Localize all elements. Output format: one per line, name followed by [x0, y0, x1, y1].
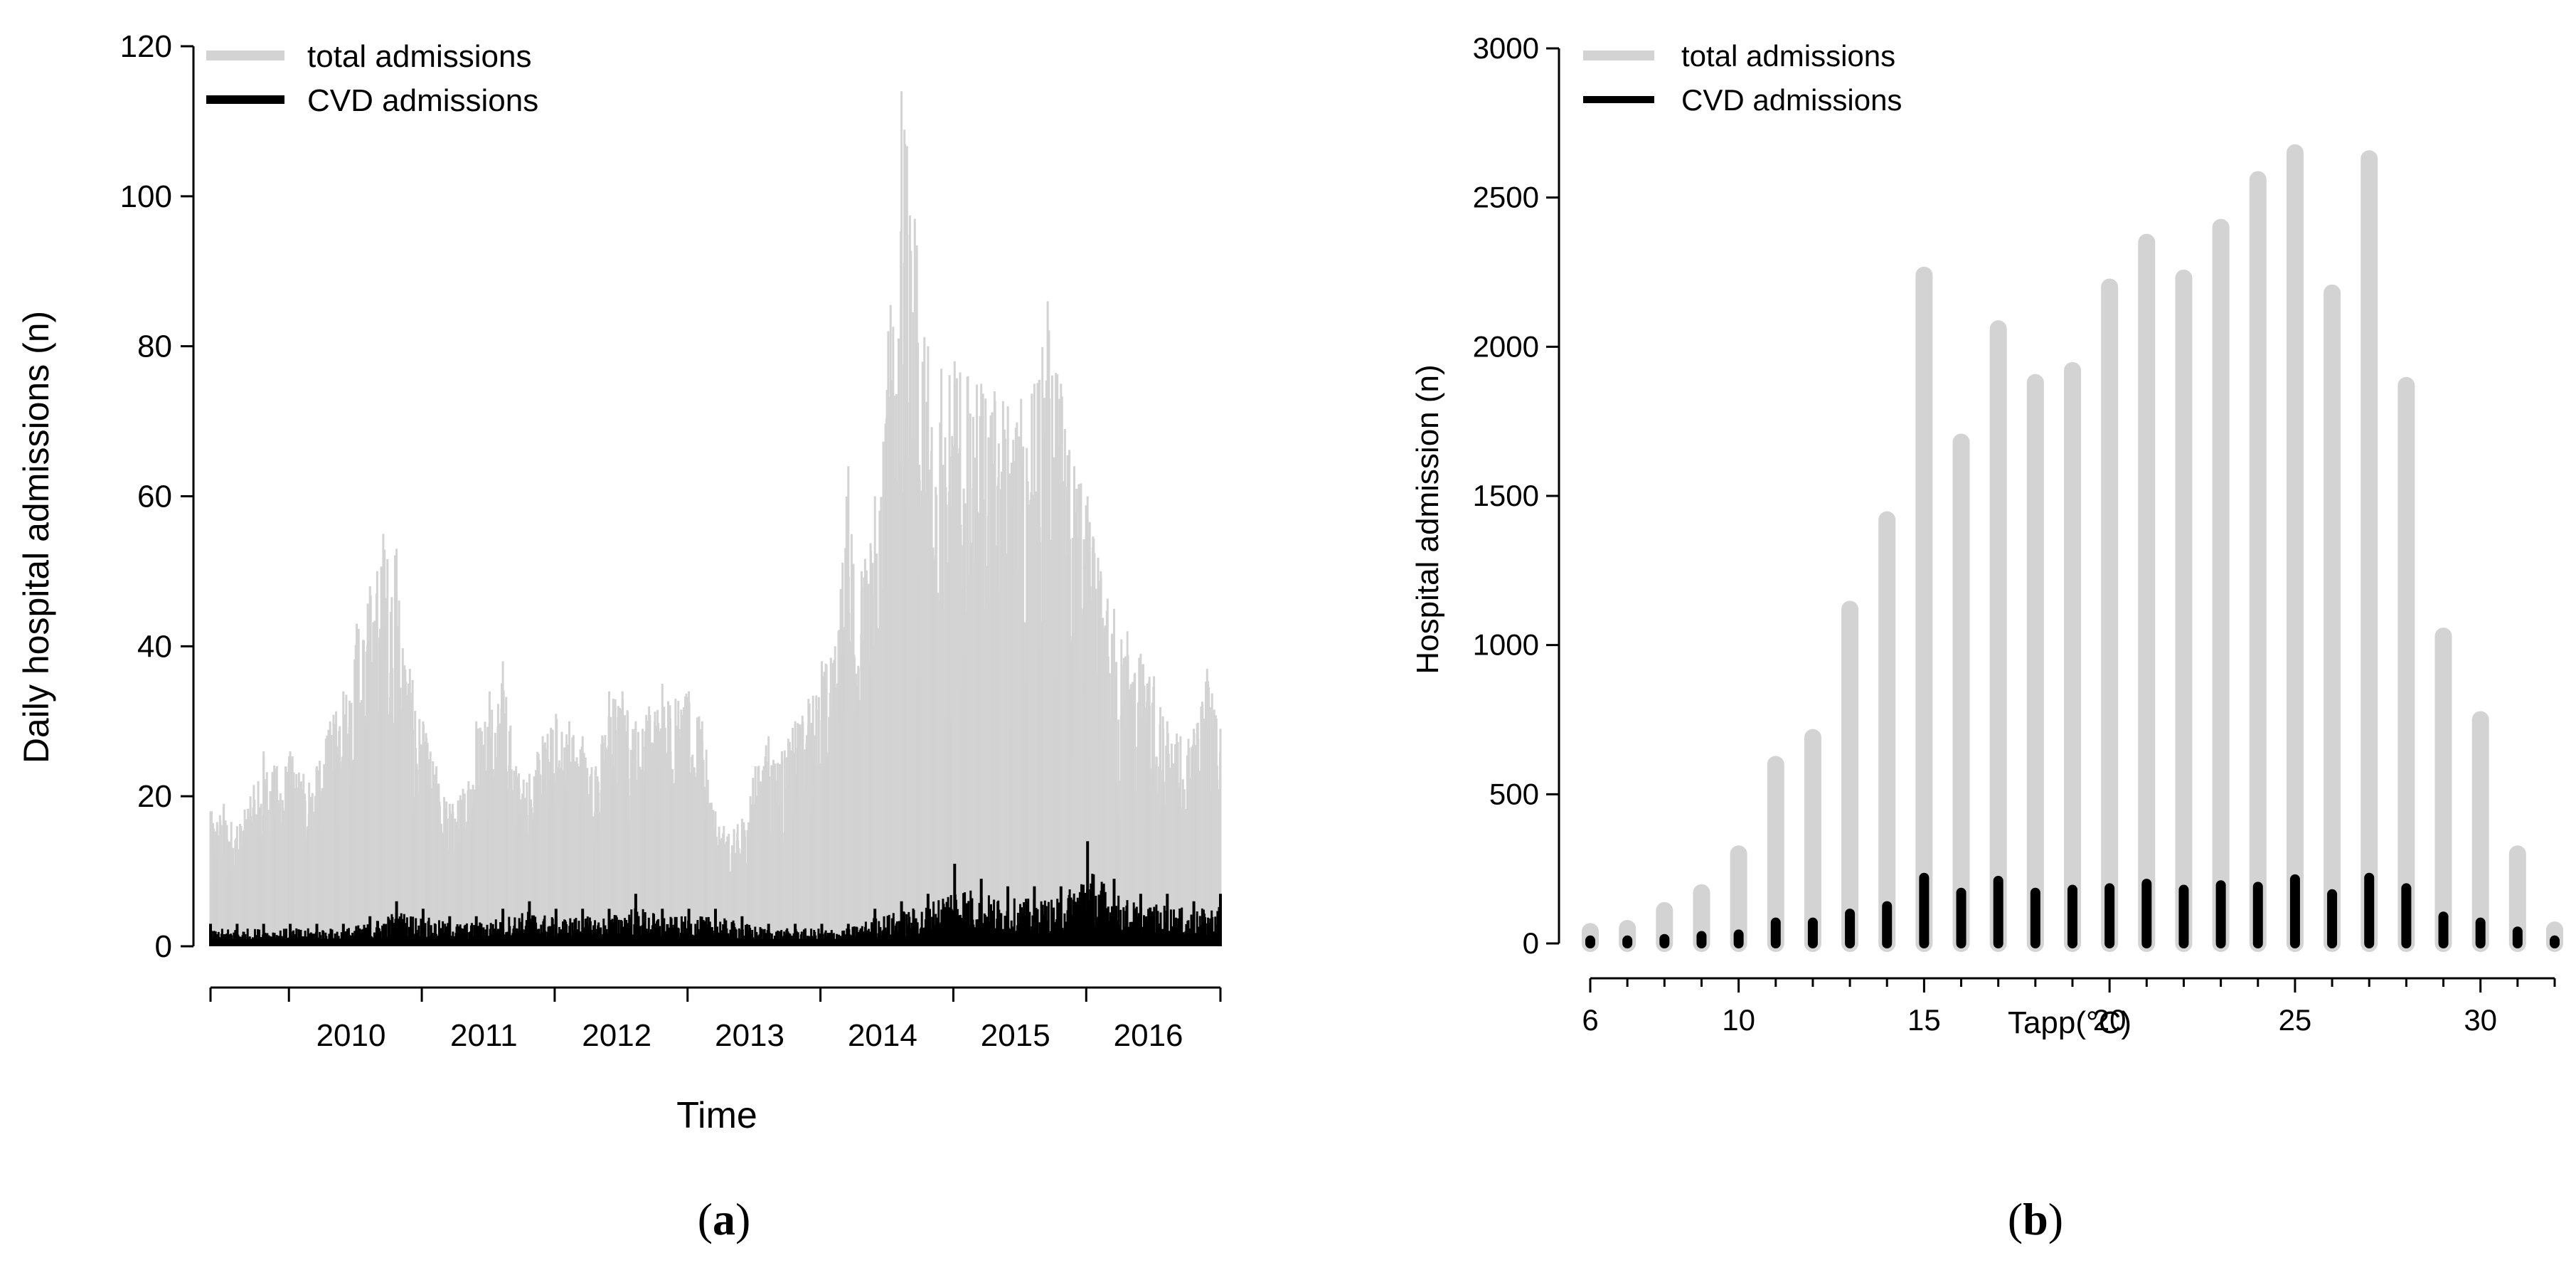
- legend-label-total-b: total admissions: [1681, 39, 1895, 73]
- y-tick-label-b: 2000: [1473, 329, 1539, 363]
- x-tick-label-a: 2016: [1114, 1018, 1183, 1053]
- legend-label-cvd-b: CVD admissions: [1681, 83, 1902, 117]
- chart-panel-b: 0 500 1000 1500 2000 2500 3000 6 10 15 20 25 30 Hos…: [1410, 31, 2563, 1244]
- x-tick-label-b: 20: [2093, 1003, 2127, 1037]
- y-axis-b: 0 500 1000 1500 2000 2500 3000: [1473, 31, 1560, 960]
- x-tick-label-a: 2011: [450, 1018, 518, 1053]
- legend-a: total admissions CVD admissions: [206, 39, 538, 118]
- x-tick-label-b: 25: [2279, 1003, 2312, 1037]
- x-tick-label-b: 10: [1722, 1003, 1755, 1037]
- y-axis-label-b: Hospital admission (n): [1410, 364, 1445, 674]
- y-tick-label-b: 1500: [1473, 479, 1539, 512]
- y-tick-label-a: 60: [137, 480, 172, 514]
- y-tick-label-a: 100: [120, 179, 172, 214]
- legend-b: total admissions CVD admissions: [1583, 39, 1902, 117]
- y-tick-label-a: 0: [155, 929, 172, 964]
- y-tick-label-a: 120: [120, 29, 172, 64]
- y-axis-label-a: Daily hospital admissions (n): [16, 311, 56, 763]
- cvd-admissions-series-a: [209, 841, 1222, 946]
- y-tick-label-a: 20: [137, 779, 172, 814]
- total-admissions-bars-b: [1582, 144, 2563, 952]
- x-tick-label-b: 30: [2464, 1003, 2497, 1037]
- y-tick-label-b: 0: [1523, 926, 1539, 960]
- x-axis-b: 6 10 15 20 25 30: [1582, 977, 2556, 1037]
- x-axis-label-b: Tapp(°C): [2008, 1005, 2131, 1040]
- x-tick-label-b: 6: [1582, 1003, 1598, 1037]
- x-tick-label-a: 2010: [316, 1018, 386, 1053]
- y-tick-label-b: 500: [1489, 777, 1539, 810]
- legend-label-cvd-a: CVD admissions: [307, 83, 538, 118]
- x-tick-label-b: 15: [1907, 1003, 1941, 1037]
- panel-label-b: (b): [2008, 1194, 2063, 1244]
- y-tick-label-b: 2500: [1473, 181, 1539, 214]
- panel-label-a: (a): [698, 1194, 751, 1244]
- x-tick-label-a: 2014: [848, 1018, 917, 1053]
- x-tick-label-a: 2012: [582, 1018, 651, 1053]
- y-axis-a: 0 20 40 60 80 100 120: [120, 29, 195, 964]
- legend-label-total-a: total admissions: [307, 39, 531, 74]
- total-admissions-series-a: [209, 91, 1222, 946]
- cvd-admissions-bars-b: [1585, 872, 2560, 948]
- x-tick-label-a: 2013: [715, 1018, 784, 1053]
- x-axis-a: 2010 2011 2012 2013 2014 2015 2016: [209, 986, 1222, 1053]
- y-tick-label-a: 80: [137, 329, 172, 364]
- y-tick-label-b: 1000: [1473, 628, 1539, 662]
- x-tick-label-a: 2015: [981, 1018, 1050, 1053]
- y-tick-label-a: 40: [137, 629, 172, 664]
- x-axis-label-a: Time: [676, 1095, 757, 1136]
- chart-panel-a: 0 20 40 60 80 100 120 2010 2011 2012 2013 2014 2015…: [16, 29, 1222, 1244]
- y-tick-label-b: 3000: [1473, 31, 1539, 65]
